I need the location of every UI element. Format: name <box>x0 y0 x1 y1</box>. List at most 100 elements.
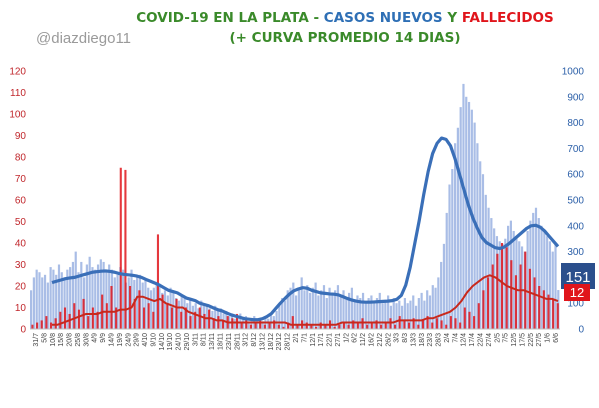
deaths-bar <box>184 307 187 329</box>
deaths-bar <box>161 294 164 329</box>
cases-bar <box>297 287 300 329</box>
cases-bar <box>152 287 155 329</box>
right-axis-tick-label: 500 <box>567 196 584 207</box>
left-axis-tick-label: 10 <box>15 303 27 314</box>
cases-bar <box>412 295 415 329</box>
x-axis-tick-label: 14/9 <box>109 333 116 347</box>
cases-bar <box>211 310 214 329</box>
deaths-bar <box>40 320 43 329</box>
x-axis-tick-label: 1/2 <box>343 333 350 343</box>
deaths-bar <box>138 290 141 329</box>
x-axis-tick-label: 4/9 <box>92 333 99 343</box>
left-axis-tick-label: 120 <box>9 67 26 78</box>
x-axis-tick-label: 12/1 <box>310 333 317 347</box>
deaths-bar <box>519 264 522 329</box>
deaths-bar <box>389 318 392 329</box>
deaths-bar <box>305 322 308 329</box>
x-axis-tick-label: 3/3 <box>394 333 401 343</box>
deaths-bar <box>538 286 541 329</box>
cases-bar <box>233 318 236 329</box>
cases-bar <box>283 300 287 329</box>
deaths-bar <box>510 260 513 329</box>
cases-bar <box>540 225 543 329</box>
left-axis-tick-label: 20 <box>15 282 27 293</box>
cases-bar <box>102 261 105 329</box>
cases-bar <box>403 298 406 329</box>
left-axis-tick-label: 110 <box>10 88 26 99</box>
deaths-bar <box>324 324 327 329</box>
cases-bar <box>465 96 468 329</box>
cases-bar <box>423 300 426 329</box>
deaths-bar <box>314 326 318 329</box>
cases-bar <box>554 243 557 329</box>
cases-bar <box>548 241 552 329</box>
left-axis-tick-label: 100 <box>9 110 26 121</box>
cases-bar <box>381 303 384 329</box>
x-axis-tick-label: 28/3 <box>436 333 443 347</box>
deaths-bar <box>403 320 406 329</box>
cases-bar <box>286 290 289 329</box>
cases-bar <box>384 300 387 329</box>
x-axis-tick-label: 7/1 <box>301 333 308 343</box>
cases-bar <box>41 277 44 329</box>
deaths-bar <box>259 318 262 329</box>
deaths-bar <box>68 313 71 329</box>
cases-bar <box>437 277 440 329</box>
cases-bar <box>543 230 546 329</box>
cases-bar <box>130 269 133 329</box>
deaths-bar <box>212 318 215 329</box>
cases-bar <box>255 321 259 329</box>
left-axis-tick-label: 40 <box>15 239 27 250</box>
x-axis-tick-label: 7/4 <box>452 333 459 343</box>
cases-bar <box>364 303 367 329</box>
right-axis-tick-label: 0 <box>578 325 584 336</box>
cases-bar <box>63 277 66 329</box>
cases-bar <box>387 295 390 329</box>
cases-bar <box>336 285 340 329</box>
deaths-bar <box>77 309 80 329</box>
x-axis-tick-label: 27/4 <box>486 333 493 347</box>
deaths-bar <box>296 324 299 329</box>
cases-bar <box>507 225 510 329</box>
deaths-bar <box>54 318 57 329</box>
x-axis-tick-label: 23/11 <box>226 333 233 350</box>
x-axis: 31/7 5/8 10/8 15/8 20/8 25/8 30/8 4/9 9/9 14/9 19/… <box>33 333 560 351</box>
cases-bar <box>406 303 409 329</box>
left-axis-tick-label: 30 <box>15 260 27 271</box>
cases-bar <box>158 285 161 329</box>
cases-bar <box>32 277 35 329</box>
deaths-bar <box>342 322 345 329</box>
cases-bar <box>71 261 75 329</box>
cases-bar <box>359 298 362 329</box>
deaths-bar <box>91 307 94 329</box>
cases-bar <box>69 267 72 329</box>
deaths-bar <box>468 311 471 329</box>
deaths-bar <box>454 318 457 329</box>
x-axis-tick-label: 5/8 <box>41 333 48 343</box>
deaths-bar <box>449 316 452 329</box>
left-axis: 0 10 20 30 40 50 60 70 80 90 100 110 120 <box>9 67 26 336</box>
cases-bar <box>551 251 554 329</box>
deaths-bar <box>356 322 359 329</box>
cases-bar <box>546 236 549 329</box>
cases-bar <box>57 264 61 329</box>
right-axis-tick-label: 100 <box>567 299 584 310</box>
deaths-bar <box>189 316 192 329</box>
cases-bar <box>52 269 55 329</box>
cases-bar <box>91 267 94 329</box>
cases-bar <box>219 308 222 329</box>
deaths-bar <box>198 307 201 329</box>
cases-bar <box>520 246 524 329</box>
deaths-bar <box>59 311 62 329</box>
cases-bar <box>197 308 200 329</box>
x-axis-tick-label: 18/12 <box>268 333 275 351</box>
cases-bar <box>426 290 429 329</box>
cases-bar <box>49 267 52 329</box>
deaths-bar <box>45 316 48 329</box>
x-axis-tick-label: 22/1 <box>327 333 334 347</box>
cases-bar <box>498 241 501 329</box>
cases-bar <box>269 313 273 329</box>
cases-bar <box>242 318 245 329</box>
x-axis-tick-label: 17/1 <box>318 333 325 347</box>
cases-bar <box>370 295 373 329</box>
